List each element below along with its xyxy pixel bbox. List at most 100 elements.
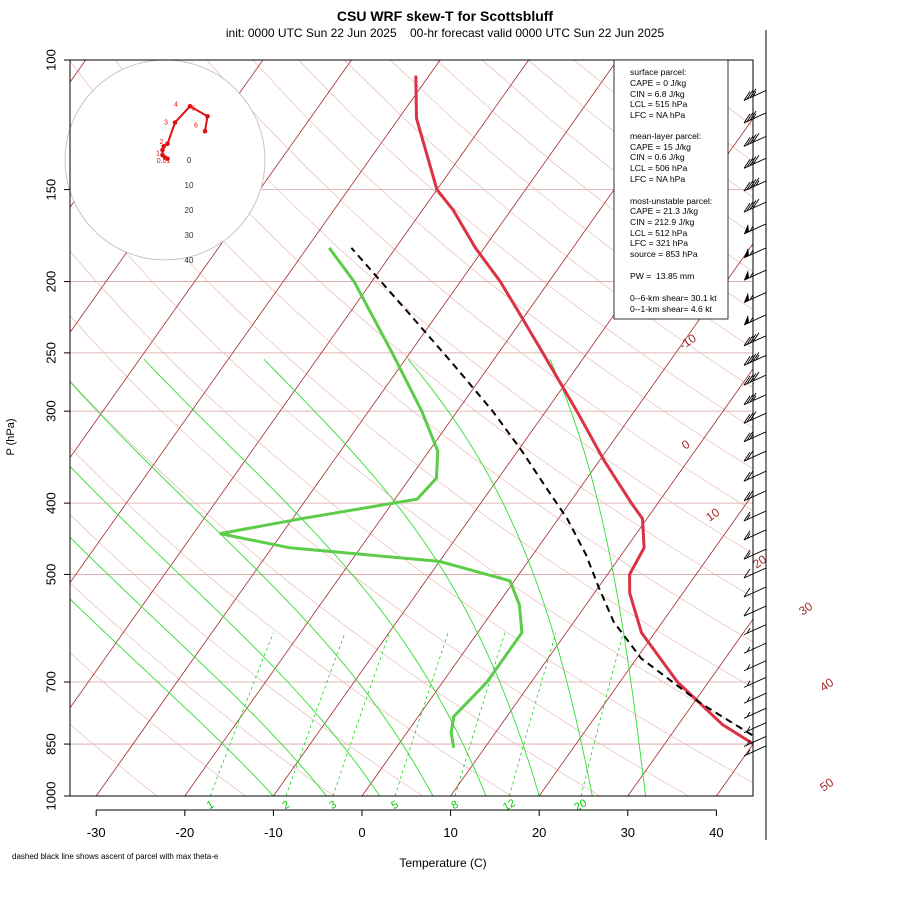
profiles <box>219 75 753 749</box>
wind-barb-half <box>749 249 754 256</box>
wind-barb-shaft <box>743 586 767 598</box>
moist-adiabat-line <box>70 598 274 796</box>
mixing-ratio-line <box>209 632 274 796</box>
wind-barb <box>743 660 767 672</box>
x-tick-label: 10 <box>443 825 457 840</box>
wind-barb-full <box>746 335 754 345</box>
wind-barb-half <box>749 272 754 278</box>
hodograph-point <box>205 113 210 119</box>
wind-barb-full <box>743 395 751 406</box>
wind-barb <box>743 314 767 326</box>
wind-barb-full <box>743 587 751 598</box>
wind-barb <box>743 411 767 424</box>
hodograph-point-label: 4 <box>174 101 178 108</box>
wind-barb <box>743 198 767 213</box>
moist-adiabat-line <box>549 359 646 796</box>
x-tick-label: 0 <box>358 825 365 840</box>
isotherm-line <box>70 60 352 459</box>
wind-barb <box>743 371 767 386</box>
wind-barb <box>743 133 767 147</box>
dry-adiabat-line <box>70 652 246 796</box>
wind-barb-full <box>743 91 751 101</box>
dry-adiabat-line <box>160 60 753 554</box>
stat-shear-6km: 0--6-km shear= 30.1 kt <box>630 293 717 303</box>
wind-barb-half <box>746 739 751 746</box>
wind-barb-half <box>746 664 751 670</box>
x-axis-label: Temperature (C) <box>399 856 486 870</box>
stat-mean-cin: CIN = 0.6 J/kg <box>630 152 685 162</box>
wind-barb <box>743 510 767 522</box>
y-tick-label: 850 <box>43 733 58 755</box>
wind-barb-full <box>749 88 757 98</box>
wind-barb-full <box>746 89 754 100</box>
wind-barb <box>743 110 767 124</box>
dewpoint-profile-line <box>219 247 524 749</box>
wind-barb <box>743 292 767 303</box>
wind-barb <box>743 177 767 192</box>
hodograph-ring-label: 40 <box>185 256 194 265</box>
isotherm-line <box>361 243 753 796</box>
wind-barb-full <box>746 354 754 365</box>
isotherm-line <box>95 60 618 796</box>
x-tick-label: -30 <box>87 825 106 840</box>
wind-barb-half <box>752 91 757 97</box>
x-tick-label: 40 <box>709 825 723 840</box>
wind-barb-full <box>743 606 751 617</box>
x-tick-label: 20 <box>532 825 546 840</box>
wind-barb-full <box>749 411 757 421</box>
stat-mean-lcl: LCL = 506 hPa <box>630 163 687 173</box>
dry-adiabat-line <box>70 513 423 796</box>
wind-barb-half <box>752 395 757 401</box>
hodograph-point <box>202 128 208 134</box>
chart-subtitle: init: 0000 UTC Sun 22 Jun 2025 00-hr for… <box>226 26 665 40</box>
wind-barb-full <box>749 200 757 210</box>
x-tick-label: -10 <box>264 825 283 840</box>
mixing-ratio-label: 3 <box>327 799 338 812</box>
stat-mu-source: source = 853 hPa <box>630 249 698 259</box>
dry-adiabat-line <box>70 186 753 735</box>
stat-mu-lcl: LCL = 512 hPa <box>630 228 687 238</box>
stat-surface-lfc: LFC = NA hPa <box>630 110 685 120</box>
mixing-ratio-line <box>394 632 449 796</box>
stat-mu-title: most-unstable parcel: <box>630 196 712 206</box>
dry-adiabat-line <box>206 60 753 512</box>
wind-barb-full <box>743 113 751 124</box>
wind-barb-full <box>746 450 754 461</box>
wind-barb <box>743 269 767 281</box>
wind-barb-half <box>749 225 754 232</box>
wind-barb <box>743 470 767 482</box>
mixing-ratio-label: 5 <box>389 799 400 812</box>
hodograph-point-label: 3 <box>164 120 168 127</box>
isotherm-line <box>450 368 753 796</box>
wind-barb <box>743 624 767 636</box>
wind-barb-full <box>746 374 754 384</box>
thermo-grid <box>70 60 753 796</box>
wind-barb <box>743 247 767 259</box>
wind-barb <box>743 736 767 747</box>
wind-barb <box>743 154 767 169</box>
dry-adiabat-line <box>114 60 753 598</box>
wind-barb-pennant <box>744 247 749 258</box>
wind-barb-half <box>746 749 751 755</box>
wind-barb <box>743 490 767 502</box>
mixing-ratio-line <box>509 632 557 796</box>
wind-barb-pennant <box>744 223 749 234</box>
wind-barb-full <box>749 373 757 383</box>
chart-title: CSU WRF skew-T for Scottsbluff <box>337 8 554 24</box>
wind-barb-full <box>746 112 754 122</box>
wind-barb-shaft <box>743 269 767 281</box>
isotherm-label: 30 <box>796 599 815 618</box>
stat-mean-cape: CAPE = 15 J/kg <box>630 142 691 152</box>
wind-barb-half <box>749 316 754 323</box>
mixing-ratio-label: 2 <box>281 799 292 812</box>
hodograph-point <box>172 120 178 125</box>
wind-barb-pennant <box>744 270 749 281</box>
wind-barb-full <box>743 414 751 424</box>
wind-barb-full <box>746 135 754 146</box>
mixing-ratio-label: 1 <box>205 799 216 812</box>
wind-barb-shaft <box>743 223 767 235</box>
y-tick-label: 500 <box>43 564 58 586</box>
wind-barb-full <box>746 157 754 168</box>
